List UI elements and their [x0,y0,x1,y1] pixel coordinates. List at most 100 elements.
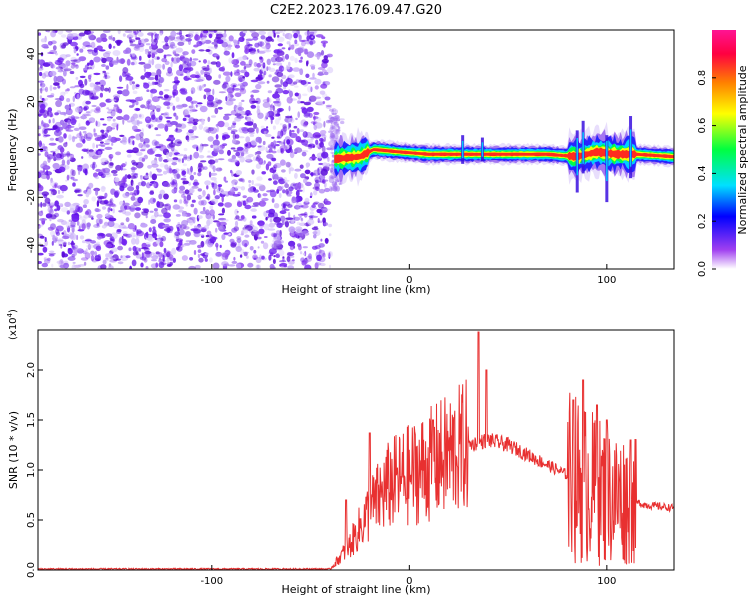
noise-speckle [241,35,245,41]
noise-speckle [190,100,198,104]
noise-speckle [70,118,77,126]
noise-speckle [242,228,249,234]
noise-speckle [145,144,150,148]
noise-speckle [328,177,335,184]
noise-speckle [158,77,164,84]
noise-speckle [122,117,125,125]
noise-speckle [223,50,230,56]
noise-speckle [129,99,137,103]
noise-speckle [258,184,266,192]
noise-speckle [65,60,71,67]
noise-speckle [286,41,291,45]
noise-speckle [312,186,319,190]
noise-speckle [329,175,334,179]
noise-speckle [191,101,194,107]
noise-speckle [200,199,207,206]
noise-speckle [213,179,218,185]
noise-speckle [139,121,143,124]
noise-speckle [144,106,148,109]
noise-speckle [89,59,94,66]
noise-speckle [212,262,220,269]
noise-speckle [230,242,237,248]
noise-speckle [244,204,252,210]
noise-speckle [96,222,100,227]
noise-speckle [95,176,99,180]
noise-speckle [242,195,247,199]
noise-speckle [162,254,165,262]
noise-speckle [42,202,47,207]
noise-speckle [194,264,201,269]
noise-speckle [298,244,302,251]
noise-speckle [313,190,318,196]
noise-speckle [284,208,290,212]
noise-speckle [38,225,42,228]
noise-speckle [123,233,128,237]
noise-speckle [66,210,71,215]
noise-speckle [319,90,326,95]
colorbar-tick-label: 0.8 [697,70,708,86]
noise-speckle [216,39,224,44]
noise-speckle [157,123,166,129]
noise-speckle [277,110,280,116]
noise-speckle [223,81,229,86]
noise-speckle [66,226,71,233]
noise-speckle [329,264,331,269]
noise-speckle [122,192,130,199]
noise-speckle [152,228,157,236]
noise-speckle [200,69,205,75]
noise-speckle [70,41,78,47]
noise-speckle [335,185,340,192]
noise-speckle [122,33,126,37]
noise-speckle [303,101,311,106]
noise-speckle [38,80,45,83]
noise-speckle [93,56,101,63]
noise-speckle [263,70,267,76]
noise-speckle [287,252,295,257]
noise-speckle [304,264,312,269]
noise-speckle [233,71,241,76]
noise-speckle [93,172,98,178]
noise-speckle [186,62,192,67]
noise-speckle [221,191,229,195]
noise-speckle [327,156,330,162]
noise-speckle [143,63,152,69]
noise-speckle [100,102,103,108]
noise-speckle [164,164,169,170]
noise-speckle [286,194,292,197]
noise-speckle [131,237,136,245]
noise-speckle [129,43,138,47]
noise-speckle [256,150,262,155]
noise-speckle [268,248,277,255]
noise-speckle [112,204,117,208]
noise-speckle [257,220,265,226]
noise-speckle [272,105,275,112]
noise-speckle [235,246,242,252]
noise-speckle [289,90,293,98]
noise-speckle [100,264,107,269]
noise-speckle [338,182,341,186]
noise-speckle [305,162,309,169]
noise-speckle [151,173,157,181]
noise-speckle [320,83,328,89]
noise-speckle [203,166,208,171]
noise-speckle [293,205,301,210]
noise-speckle [207,201,215,204]
noise-speckle [95,81,101,85]
noise-speckle [197,253,200,259]
noise-speckle [285,188,289,195]
noise-speckle [247,187,254,193]
noise-speckle [172,157,179,161]
noise-speckle [299,251,303,255]
noise-speckle [158,76,165,83]
noise-speckle [289,129,292,137]
noise-speckle [38,191,43,195]
snr-y-tick-label: 1.5 [26,412,37,428]
noise-speckle [63,68,69,72]
noise-speckle [119,75,123,82]
noise-speckle [240,82,244,89]
noise-speckle [185,240,192,243]
noise-speckle [174,128,183,133]
noise-speckle [100,141,104,144]
noise-speckle [83,214,90,219]
